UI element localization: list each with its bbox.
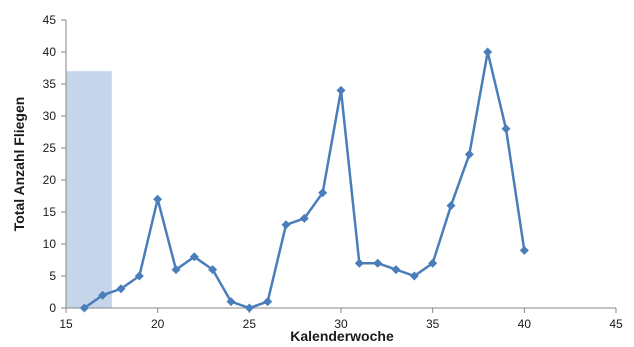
y-tick-label: 35 bbox=[43, 77, 57, 91]
data-point-marker bbox=[519, 245, 529, 255]
x-tick-label: 30 bbox=[334, 317, 348, 331]
data-point-marker bbox=[208, 265, 218, 275]
x-tick-label: 25 bbox=[243, 317, 257, 331]
y-tick-label: 0 bbox=[49, 301, 56, 315]
data-point-marker bbox=[354, 258, 364, 268]
data-point-marker bbox=[79, 303, 89, 313]
y-tick-label: 40 bbox=[43, 45, 57, 59]
series-layer bbox=[79, 47, 529, 313]
x-tick-label: 35 bbox=[426, 317, 440, 331]
y-tick-label: 15 bbox=[43, 205, 57, 219]
data-point-marker bbox=[464, 149, 474, 159]
x-tick-label: 20 bbox=[151, 317, 165, 331]
y-tick-label: 10 bbox=[43, 237, 57, 251]
axes bbox=[65, 20, 616, 309]
data-point-marker bbox=[171, 265, 181, 275]
data-point-marker bbox=[391, 265, 401, 275]
y-axis-title: Total Anzahl Fliegen bbox=[11, 97, 27, 232]
data-point-marker bbox=[134, 271, 144, 281]
data-point-marker bbox=[446, 201, 456, 211]
data-point-marker bbox=[116, 284, 126, 294]
data-point-marker bbox=[409, 271, 419, 281]
y-tick-label: 25 bbox=[43, 141, 57, 155]
data-point-marker bbox=[98, 290, 108, 300]
y-tick-label: 30 bbox=[43, 109, 57, 123]
data-point-marker bbox=[318, 188, 328, 198]
highlight-region-layer bbox=[66, 71, 112, 308]
data-point-marker bbox=[281, 220, 291, 230]
highlight-region bbox=[66, 71, 112, 308]
data-point-marker bbox=[483, 47, 493, 57]
x-axis-title: Kalenderwoche bbox=[290, 328, 394, 344]
x-axis-ticks: 15 20 25 30 35 40 45 bbox=[59, 308, 623, 331]
data-point-marker bbox=[299, 213, 309, 223]
data-point-marker bbox=[263, 297, 273, 307]
x-tick-label: 45 bbox=[609, 317, 623, 331]
data-point-marker bbox=[226, 297, 236, 307]
series-line bbox=[83, 50, 526, 310]
data-point-marker bbox=[373, 258, 383, 268]
y-axis-ticks: 0 5 10 15 20 25 30 35 40 45 bbox=[43, 13, 66, 315]
x-tick-label: 15 bbox=[59, 317, 73, 331]
data-point-marker bbox=[189, 252, 199, 262]
data-point-marker bbox=[501, 124, 511, 134]
y-tick-label: 20 bbox=[43, 173, 57, 187]
data-point-marker bbox=[428, 258, 438, 268]
y-tick-label: 5 bbox=[49, 269, 56, 283]
y-tick-label: 45 bbox=[43, 13, 57, 27]
data-point-marker bbox=[336, 85, 346, 95]
data-point-marker bbox=[153, 194, 163, 204]
x-tick-label: 40 bbox=[518, 317, 532, 331]
data-point-marker bbox=[244, 303, 254, 313]
